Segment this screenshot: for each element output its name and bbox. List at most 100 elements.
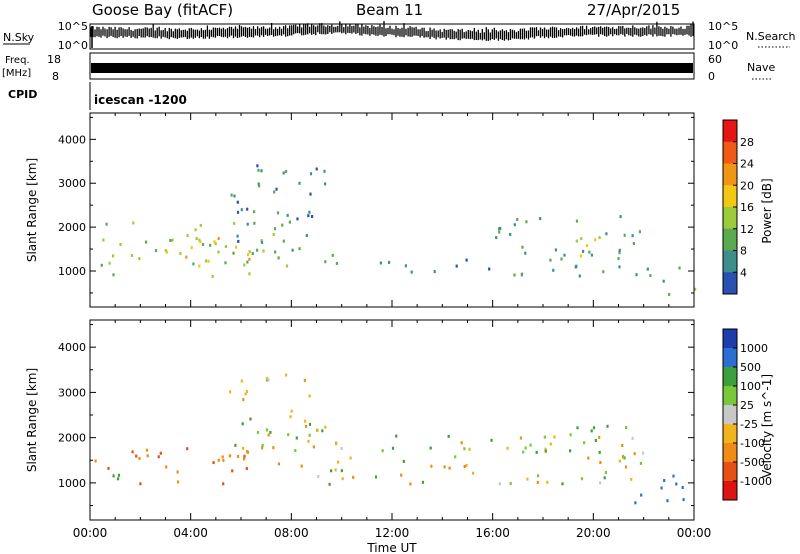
power-colorbar-swatch: [723, 141, 737, 164]
velocity-cell: [587, 456, 590, 460]
power-cell: [579, 254, 582, 258]
power-cell: [433, 270, 436, 274]
power-cell: [649, 274, 652, 278]
beam-title: Beam 11: [356, 1, 423, 19]
power-cell: [455, 264, 458, 268]
velocity-cell: [287, 433, 290, 437]
velocity-colorbar-swatch: [723, 424, 737, 444]
velocity-cells: [94, 373, 685, 505]
power-colorbar-swatch: [723, 185, 737, 208]
power-cell: [617, 257, 620, 261]
power-ytick-label: 3000: [58, 177, 86, 190]
velocity-panel: 1000 2000 3000 4000 Slant Range [km] 1000 50…: [25, 319, 774, 521]
freq-tick-bottom: 8: [52, 70, 59, 83]
nave-label: Nave: [747, 61, 775, 74]
velocity-cell: [606, 424, 609, 428]
power-ytick-label: 1000: [58, 265, 86, 278]
velocity-cell: [261, 443, 264, 447]
velocity-cell: [289, 415, 292, 419]
velocity-cell: [598, 450, 601, 454]
power-cell: [694, 287, 697, 291]
velocity-cell: [465, 463, 468, 467]
velocity-cell: [256, 431, 260, 434]
velocity-cell: [285, 373, 288, 377]
velocity-colorbar-label: Velocity [m s^-1]: [760, 374, 774, 478]
velocity-cell: [139, 482, 142, 486]
velocity-cell: [328, 482, 331, 486]
velocity-cell: [569, 449, 572, 453]
power-cell: [305, 234, 308, 237]
power-cell: [207, 259, 210, 263]
power-cell: [277, 256, 280, 260]
power-colorbar-swatch: [723, 120, 737, 143]
velocity-cell: [186, 447, 189, 451]
power-cell: [192, 262, 195, 266]
velocity-cell: [543, 435, 546, 439]
power-cell: [323, 169, 326, 173]
power-colorbar: 28 24 20 16 12 8 4: [722, 119, 754, 295]
velocity-cell: [324, 425, 327, 429]
power-cell: [257, 168, 260, 172]
velocity-cell: [660, 486, 663, 490]
velocity-cell: [135, 454, 138, 458]
power-cell: [488, 267, 491, 271]
velocity-ytick-label: 4000: [58, 341, 86, 354]
velocity-cell: [509, 482, 512, 485]
freq-panel: Freq. [MHz] 18 8 60 0 Nave: [2, 52, 775, 83]
power-cell: [632, 242, 635, 245]
x-tick-label: 00:00: [73, 526, 108, 540]
nsky-trace-bars: [90, 21, 694, 41]
power-cell: [211, 274, 214, 278]
power-cell: [199, 223, 202, 227]
power-colorbar-label: Power [dB]: [760, 178, 774, 243]
power-cell: [253, 221, 256, 225]
velocity-cell: [303, 378, 306, 382]
x-tick-label: 08:00: [274, 526, 309, 540]
power-cell: [260, 169, 263, 173]
velocity-cell: [112, 474, 115, 478]
velocity-cell: [409, 482, 412, 486]
velocity-cell: [630, 477, 633, 481]
power-cell: [194, 228, 197, 232]
power-cell: [281, 223, 284, 227]
power-cell: [246, 207, 249, 211]
velocity-cell: [519, 436, 522, 440]
nsearch-tick-bottom: 10^0: [708, 39, 738, 52]
velocity-cell: [107, 466, 110, 470]
velocity-cell: [157, 455, 160, 459]
cpid-label: CPID: [8, 88, 37, 101]
x-axis-ticks: 00:00 04:00 08:00 12:00 16:00 20:00 00:00: [73, 113, 711, 540]
power-colorbar-tick-label: 16: [740, 201, 754, 214]
velocity-cell: [316, 428, 319, 432]
velocity-cell: [549, 442, 552, 446]
power-cell: [224, 261, 227, 265]
power-cell: [185, 255, 188, 259]
power-cell: [195, 237, 198, 240]
velocity-cell: [526, 477, 529, 481]
velocity-cell: [640, 493, 643, 497]
power-cell: [198, 264, 201, 268]
velocity-frame: [89, 319, 695, 521]
power-cell: [580, 237, 583, 241]
power-cell: [251, 252, 254, 255]
power-cell: [213, 240, 216, 244]
power-cell: [574, 265, 577, 269]
power-cell: [602, 270, 605, 274]
velocity-cell: [631, 436, 634, 440]
power-cell: [309, 192, 312, 196]
power-cell: [499, 226, 502, 230]
power-cell: [618, 251, 621, 255]
velocity-cell: [307, 439, 310, 443]
velocity-cell: [352, 475, 355, 479]
velocity-cell: [294, 449, 297, 453]
velocity-cell: [639, 461, 642, 465]
power-cell: [204, 259, 208, 263]
power-cell: [586, 244, 589, 248]
velocity-cell: [634, 501, 637, 505]
velocity-cell: [448, 466, 451, 470]
power-cell: [631, 234, 634, 238]
velocity-cell: [624, 465, 628, 469]
power-cell: [590, 253, 593, 257]
power-cell: [236, 234, 239, 238]
velocity-cell: [460, 441, 463, 445]
